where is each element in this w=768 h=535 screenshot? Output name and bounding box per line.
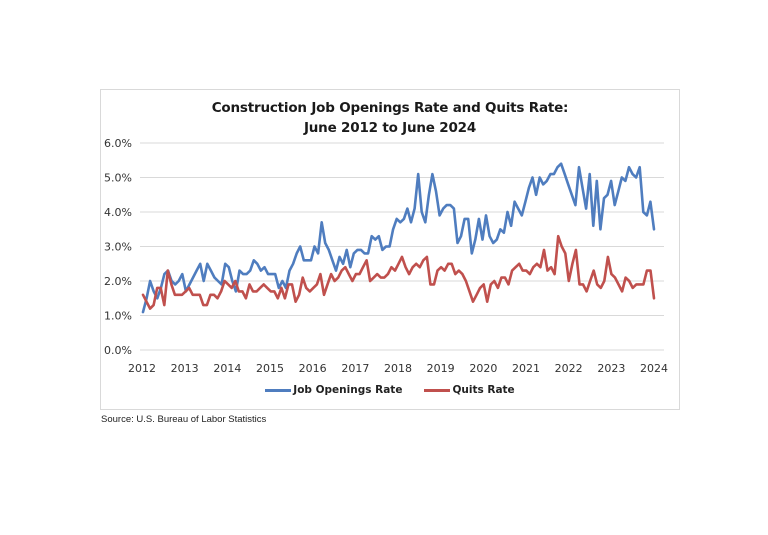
x-tick-label: 2013 xyxy=(171,362,199,375)
source-note: Source: U.S. Bureau of Labor Statistics xyxy=(101,414,267,425)
x-tick-label: 2014 xyxy=(213,362,241,375)
x-tick-label: 2016 xyxy=(299,362,327,375)
legend-label-quits: Quits Rate xyxy=(452,384,515,396)
y-tick-label: 1.0% xyxy=(104,310,132,323)
x-tick-label: 2024 xyxy=(640,362,668,375)
y-tick-label: 2.0% xyxy=(104,275,132,288)
x-tick-label: 2015 xyxy=(256,362,284,375)
x-tick-label: 2023 xyxy=(597,362,625,375)
series-lines xyxy=(141,162,656,314)
y-tick-label: 3.0% xyxy=(104,241,132,254)
x-tick-label: 2022 xyxy=(555,362,583,375)
series-line-job-openings-rate xyxy=(141,162,656,314)
x-tick-label: 2017 xyxy=(341,362,369,375)
y-tick-label: 5.0% xyxy=(104,172,132,185)
gridlines xyxy=(140,142,664,351)
chart-title-line1: Construction Job Openings Rate and Quits… xyxy=(211,100,569,116)
x-tick-label: 2021 xyxy=(512,362,540,375)
y-axis-ticks: 0.0% 1.0% 2.0% 3.0% 4.0% 5.0% 6.0% xyxy=(104,137,132,357)
series-line-quits-rate xyxy=(141,234,656,310)
legend-label-job-openings: Job Openings Rate xyxy=(293,384,403,396)
legend-swatch-job-openings xyxy=(265,388,292,392)
x-tick-label: 2012 xyxy=(128,362,156,375)
y-tick-label: 4.0% xyxy=(104,206,132,219)
legend-item-job-openings: Job Openings Rate xyxy=(265,384,402,396)
legend: Job Openings Rate Quits Rate xyxy=(100,384,680,396)
legend-swatch-quits xyxy=(424,388,451,392)
chart-title: Construction Job Openings Rate and Quits… xyxy=(100,98,680,138)
y-tick-label: 0.0% xyxy=(104,344,132,357)
legend-item-quits: Quits Rate xyxy=(424,384,515,396)
x-tick-label: 2018 xyxy=(384,362,412,375)
x-axis-ticks: 2012 2013 2014 2015 2016 2017 2018 2019 2020 2021… xyxy=(128,362,668,375)
chart-subtitle: June 2012 to June 2024 xyxy=(303,120,477,136)
x-tick-label: 2020 xyxy=(469,362,497,375)
x-tick-label: 2019 xyxy=(427,362,455,375)
y-tick-label: 6.0% xyxy=(104,137,132,150)
